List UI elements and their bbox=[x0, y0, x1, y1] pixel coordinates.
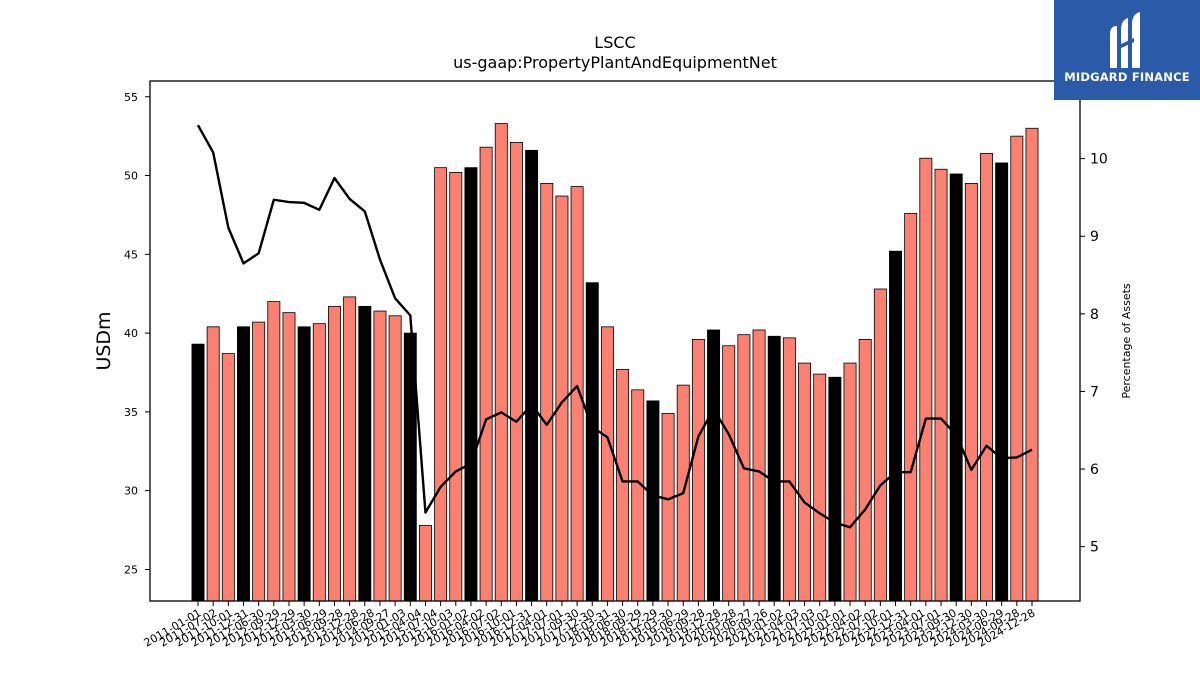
y-tick-label: 25 bbox=[124, 563, 138, 576]
y2-tick-label: 6 bbox=[1090, 462, 1099, 478]
bar bbox=[661, 413, 675, 602]
bar bbox=[297, 326, 311, 602]
y2-tick-label: 5 bbox=[1090, 540, 1099, 556]
bar bbox=[904, 212, 918, 602]
y2-tick-label: 8 bbox=[1090, 307, 1099, 323]
y2-tick-label: 7 bbox=[1090, 384, 1099, 400]
y2-axis-label: Percentage of Assets bbox=[1120, 283, 1133, 399]
bar bbox=[919, 157, 933, 602]
bar bbox=[434, 167, 448, 602]
bar bbox=[570, 186, 584, 602]
bar bbox=[509, 142, 523, 602]
bar bbox=[767, 335, 781, 602]
plot-frame bbox=[149, 80, 1081, 602]
bar bbox=[616, 368, 630, 602]
y-tick-label: 35 bbox=[124, 406, 138, 419]
y-tick-label: 45 bbox=[124, 248, 138, 261]
bars bbox=[191, 123, 1039, 602]
bar bbox=[479, 146, 493, 602]
bar bbox=[813, 373, 827, 602]
bar bbox=[873, 288, 887, 602]
chart-title: LSCC bbox=[594, 33, 635, 52]
bar bbox=[267, 301, 281, 602]
bar bbox=[358, 305, 372, 602]
bar bbox=[373, 310, 387, 602]
bar bbox=[995, 162, 1009, 602]
y-axis-label: USDm bbox=[93, 311, 115, 370]
y2-tick-label: 10 bbox=[1090, 152, 1108, 168]
bar bbox=[1010, 135, 1024, 602]
bar bbox=[494, 123, 508, 602]
bar bbox=[449, 171, 463, 602]
bar bbox=[980, 153, 993, 602]
brand-logo: MIDGARD FINANCE bbox=[1054, 0, 1200, 100]
bar bbox=[191, 343, 205, 602]
bar bbox=[949, 173, 963, 602]
bar bbox=[282, 312, 296, 602]
bar bbox=[646, 400, 660, 602]
bar bbox=[964, 183, 978, 602]
bar bbox=[418, 524, 432, 602]
bar bbox=[206, 326, 220, 602]
bar bbox=[858, 339, 872, 602]
bar bbox=[691, 339, 705, 602]
bar bbox=[221, 353, 235, 602]
bar bbox=[1025, 127, 1039, 602]
bar bbox=[843, 362, 857, 602]
bar bbox=[798, 362, 812, 602]
bar bbox=[600, 326, 614, 602]
bar bbox=[722, 345, 736, 602]
bar bbox=[889, 250, 902, 602]
bar bbox=[464, 167, 478, 602]
bar bbox=[237, 326, 250, 602]
brand-name: MIDGARD FINANCE bbox=[1064, 70, 1190, 84]
bar bbox=[328, 305, 341, 602]
bar bbox=[388, 315, 402, 602]
bar bbox=[540, 183, 554, 602]
y2-tick-label: 9 bbox=[1090, 229, 1099, 245]
percentage-line-series bbox=[196, 124, 1033, 529]
y-tick-label: 55 bbox=[124, 91, 138, 104]
bar bbox=[312, 323, 326, 602]
percentage-line bbox=[196, 124, 1033, 529]
bar bbox=[343, 296, 357, 602]
midgard-logo-icon bbox=[1110, 12, 1140, 68]
bar bbox=[828, 376, 842, 602]
y-tick-label: 40 bbox=[124, 327, 138, 340]
bar bbox=[631, 389, 645, 602]
chart-subtitle: us-gaap:PropertyPlantAndEquipmentNet bbox=[453, 53, 777, 72]
bar bbox=[525, 149, 539, 602]
bar bbox=[585, 282, 599, 602]
bar bbox=[752, 329, 766, 602]
bar bbox=[934, 168, 948, 602]
y-tick-label: 50 bbox=[124, 170, 138, 183]
bar bbox=[252, 321, 266, 602]
axes: 2530354045505556789102011-01-012011-07-0… bbox=[124, 91, 1108, 650]
bar bbox=[707, 329, 721, 602]
bar bbox=[782, 337, 796, 602]
y-tick-label: 30 bbox=[124, 485, 138, 498]
